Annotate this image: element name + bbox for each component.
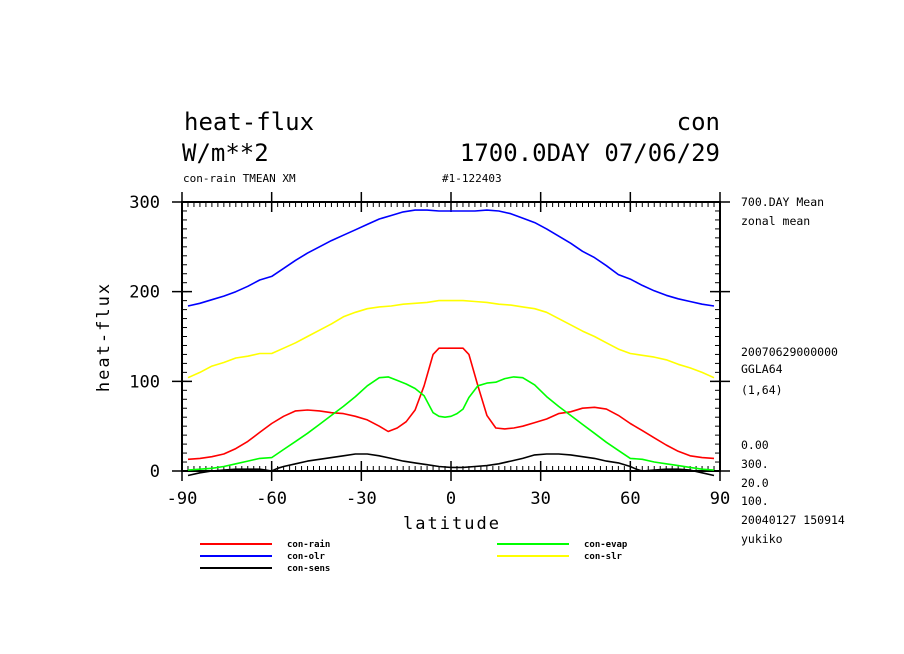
x-axis-label: latitude xyxy=(403,514,501,534)
series-line-con-slr xyxy=(187,299,715,379)
series-lines xyxy=(187,209,715,477)
legend-label-con-olr: con-olr xyxy=(287,552,326,562)
side-notes: 700.DAY Mean zonal mean 20070629000000 GGLA… xyxy=(741,195,845,546)
subtitle-left: con-rain TMEAN XM xyxy=(183,172,296,185)
subtitle-right: #1-122403 xyxy=(442,172,502,185)
x-tick-label: -30 xyxy=(346,489,377,509)
legend: con-rain con-evap con-olr con-slr con-sens xyxy=(200,539,628,574)
side-note: 20040127 150914 xyxy=(741,513,845,527)
x-tick-label: 30 xyxy=(530,489,550,509)
series-line-con-rain xyxy=(187,347,715,461)
side-note: 100. xyxy=(741,494,769,508)
side-note: 0.00 xyxy=(741,438,769,452)
series-line-con-sens xyxy=(187,453,715,477)
x-tick-label: -90 xyxy=(167,489,198,509)
legend-label-con-sens: con-sens xyxy=(287,564,330,574)
y-tick-label: 300 xyxy=(129,193,160,213)
units-label: W/m**2 xyxy=(182,139,269,167)
y-tick-label: 100 xyxy=(129,372,160,392)
date-label: 1700.0DAY 07/06/29 xyxy=(460,139,720,167)
side-note: 700.DAY Mean xyxy=(741,195,824,209)
chart-title: heat-flux xyxy=(184,108,314,136)
legend-label-con-evap: con-evap xyxy=(584,540,628,550)
side-note: GGLA64 xyxy=(741,362,783,376)
x-tick-label: 0 xyxy=(446,489,456,509)
side-note: 20070629000000 xyxy=(741,345,838,359)
x-tick-label: 60 xyxy=(620,489,640,509)
x-tick-label: -60 xyxy=(256,489,287,509)
side-note: 20.0 xyxy=(741,476,769,490)
series-line-con-olr xyxy=(187,209,715,307)
legend-label-con-slr: con-slr xyxy=(584,552,623,562)
y-tick-label: 0 xyxy=(150,462,160,482)
run-name: con xyxy=(677,108,720,136)
axes: -90 -60 -30 0 30 60 90 0 100 200 300 xyxy=(129,192,730,509)
x-tick-label: 90 xyxy=(710,489,730,509)
legend-label-con-rain: con-rain xyxy=(287,539,330,550)
side-note: 300. xyxy=(741,457,769,471)
y-axis-label: heat-flux xyxy=(94,282,114,392)
side-note: yukiko xyxy=(741,532,783,546)
y-tick-label: 200 xyxy=(129,283,160,303)
side-note: zonal mean xyxy=(741,214,810,228)
side-note: (1,64) xyxy=(741,383,783,397)
series-line-con-evap xyxy=(187,376,715,471)
